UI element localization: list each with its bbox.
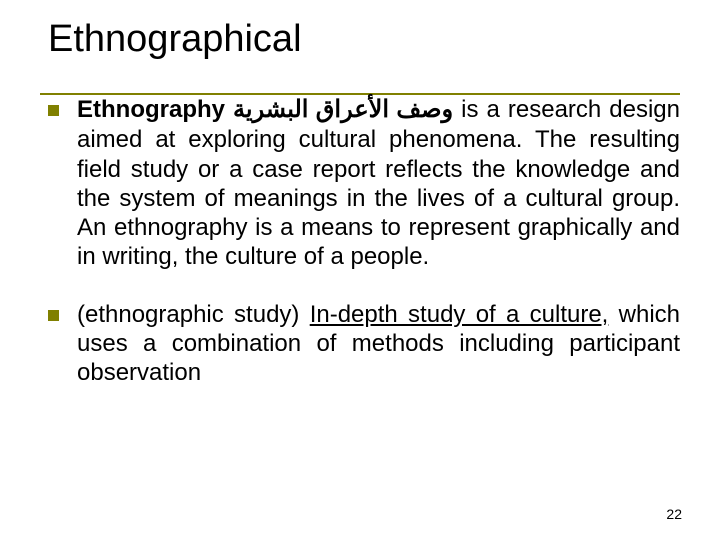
bullet-2-underlined: In-depth study of a culture, bbox=[310, 301, 609, 328]
title-text: Ethnographical bbox=[48, 18, 680, 69]
bullet-icon bbox=[48, 310, 59, 321]
slide-title: Ethnographical bbox=[48, 18, 680, 95]
bullet-item-2: (ethnographic study) In-depth study of a… bbox=[48, 300, 680, 388]
slide: Ethnographical Ethnography وصف الأعراق ا… bbox=[0, 0, 720, 540]
bullet-text-2: (ethnographic study) In-depth study of a… bbox=[77, 300, 680, 388]
bullet-item-1: Ethnography وصف الأعراق البشرية is a res… bbox=[48, 95, 680, 272]
bullet-1-lead: Ethnography bbox=[77, 96, 225, 123]
bullet-2-pre: (ethnographic study) bbox=[77, 301, 310, 328]
bullet-icon bbox=[48, 105, 59, 116]
bullet-text-1: Ethnography وصف الأعراق البشرية is a res… bbox=[77, 95, 680, 272]
bullet-1-arabic: وصف الأعراق البشرية bbox=[233, 97, 453, 123]
page-number: 22 bbox=[666, 506, 682, 522]
spacer bbox=[453, 96, 461, 123]
